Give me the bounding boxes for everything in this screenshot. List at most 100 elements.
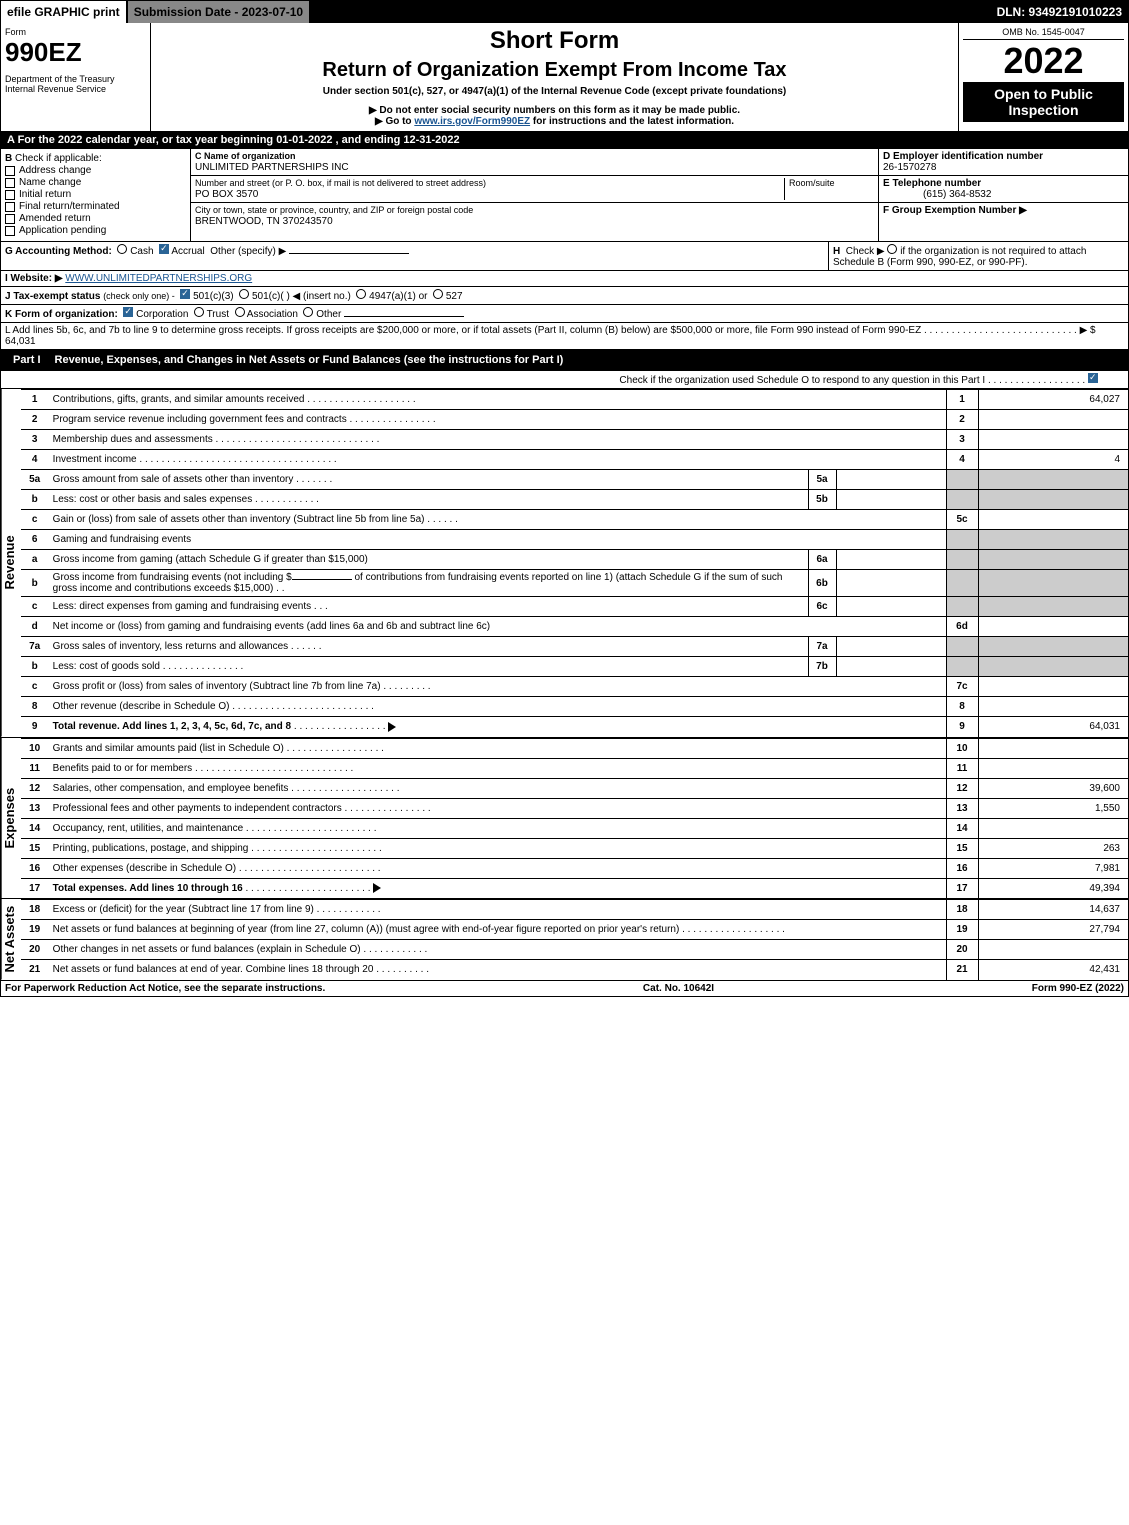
f-label: F Group Exemption Number ▶ <box>883 205 1027 216</box>
line-14-num: 14 <box>21 818 49 838</box>
application-pending-checkbox[interactable] <box>5 226 15 236</box>
line-5c-val <box>978 510 1128 530</box>
section-a: A For the 2022 calendar year, or tax yea… <box>1 132 1128 148</box>
line-5b-desc: Less: cost or other basis and sales expe… <box>53 494 253 505</box>
527-radio[interactable] <box>433 289 443 299</box>
line-17-desc: Total expenses. Add lines 10 through 16 <box>53 883 243 894</box>
line-7b-ival <box>836 657 946 677</box>
line-21-rnum: 21 <box>946 960 978 980</box>
section-b: B Check if applicable: Address change Na… <box>1 149 191 241</box>
line-13-val: 1,550 <box>978 798 1128 818</box>
room-label: Room/suite <box>789 178 835 188</box>
other-org-radio[interactable] <box>303 307 313 317</box>
line-11-desc: Benefits paid to or for members <box>53 763 193 774</box>
initial-return-label: Initial return <box>19 189 71 200</box>
part-i-label: Part I <box>7 352 47 368</box>
line-15-rnum: 15 <box>946 838 978 858</box>
line-3-val <box>978 430 1128 450</box>
4947-radio[interactable] <box>356 289 366 299</box>
website-link[interactable]: WWW.UNLIMITEDPARTNERSHIPS.ORG <box>65 273 252 284</box>
b-label: B <box>5 153 12 164</box>
name-change-label: Name change <box>19 177 81 188</box>
schedule-o-checkbox[interactable] <box>1088 373 1098 383</box>
trust-radio[interactable] <box>194 307 204 317</box>
line-5a-shaded <box>946 470 978 490</box>
netassets-section: Net Assets 18Excess or (deficit) for the… <box>1 898 1128 980</box>
line-8-rnum: 8 <box>946 697 978 717</box>
association-radio[interactable] <box>235 307 245 317</box>
line-6a-ival <box>836 550 946 570</box>
final-return-checkbox[interactable] <box>5 202 15 212</box>
expenses-section: Expenses 10Grants and similar amounts pa… <box>1 737 1128 899</box>
line-15-val: 263 <box>978 838 1128 858</box>
line-21-desc: Net assets or fund balances at end of ye… <box>53 964 374 975</box>
line-6d-num: d <box>21 617 49 637</box>
501c3-checkbox[interactable] <box>180 289 190 299</box>
corporation-checkbox[interactable] <box>123 307 133 317</box>
cash-radio[interactable] <box>117 244 127 254</box>
line-18-desc: Excess or (deficit) for the year (Subtra… <box>53 904 314 915</box>
submission-date: Submission Date - 2023-07-10 <box>128 1 309 23</box>
line-6c-ival <box>836 597 946 617</box>
phone-value: (615) 364-8532 <box>883 189 991 200</box>
netassets-table: 18 Excess or (deficit) for the year (Subt… <box>21 899 1128 980</box>
line-16-num: 16 <box>21 858 49 878</box>
top-bar: efile GRAPHIC print Submission Date - 20… <box>1 1 1128 23</box>
open-public: Open to Public Inspection <box>963 82 1124 122</box>
501c-radio[interactable] <box>239 289 249 299</box>
header-left: Form 990EZ Department of the Treasury In… <box>1 23 151 131</box>
line-9-val: 64,031 <box>978 717 1128 737</box>
address-change-checkbox[interactable] <box>5 166 15 176</box>
city-value: BRENTWOOD, TN 370243570 <box>195 216 333 227</box>
amended-return-checkbox[interactable] <box>5 214 15 224</box>
short-form-title: Short Form <box>159 27 950 55</box>
k-label: K Form of organization: <box>5 309 118 320</box>
line-7a-desc: Gross sales of inventory, less returns a… <box>53 641 288 652</box>
line-6a-num: a <box>21 550 49 570</box>
page-footer: For Paperwork Reduction Act Notice, see … <box>1 980 1128 996</box>
irs-link[interactable]: www.irs.gov/Form990EZ <box>414 116 530 127</box>
line-4-num: 4 <box>21 450 49 470</box>
name-change-checkbox[interactable] <box>5 178 15 188</box>
line-4-desc: Investment income <box>53 454 137 465</box>
line-16-desc: Other expenses (describe in Schedule O) <box>53 863 236 874</box>
goto-prefix: ▶ Go to <box>375 116 414 127</box>
check-if: Check if applicable: <box>15 153 102 164</box>
line-6c-desc: Less: direct expenses from gaming and fu… <box>53 601 311 612</box>
org-info-row: B Check if applicable: Address change Na… <box>1 148 1128 241</box>
line-8-num: 8 <box>21 697 49 717</box>
line-5b-shaded2 <box>978 490 1128 510</box>
line-18-rnum: 18 <box>946 900 978 920</box>
dln: DLN: 93492191010223 <box>991 1 1128 23</box>
e-label: E Telephone number <box>883 178 981 189</box>
h-radio[interactable] <box>887 244 897 254</box>
line-6d-rnum: 6d <box>946 617 978 637</box>
accrual-label: Accrual <box>171 246 204 257</box>
revenue-section: Revenue 1Contributions, gifts, grants, a… <box>1 389 1128 737</box>
initial-return-checkbox[interactable] <box>5 190 15 200</box>
line-10-val <box>978 738 1128 758</box>
line-7b-num: b <box>21 657 49 677</box>
h-label: H <box>833 246 840 257</box>
other-label: Other (specify) ▶ <box>210 246 286 257</box>
line-7a-num: 7a <box>21 637 49 657</box>
line-6a-inum: 6a <box>808 550 836 570</box>
line-6-shaded <box>946 530 978 550</box>
g-h-row: G Accounting Method: Cash Accrual Other … <box>1 241 1128 270</box>
line-6c-num: c <box>21 597 49 617</box>
line-6c-inum: 6c <box>808 597 836 617</box>
expenses-label: Expenses <box>1 738 21 899</box>
line-5b-ival <box>836 490 946 510</box>
d-label: D Employer identification number <box>883 151 1043 162</box>
accrual-checkbox[interactable] <box>159 244 169 254</box>
spacer <box>309 1 990 23</box>
line-6b-desc1: Gross income from fundraising events (no… <box>53 572 292 583</box>
line-10-num: 10 <box>21 738 49 758</box>
j-label: J Tax-exempt status <box>5 291 100 302</box>
form-header: Form 990EZ Department of the Treasury In… <box>1 23 1128 132</box>
line-21-val: 42,431 <box>978 960 1128 980</box>
part-i-check-text: Check if the organization used Schedule … <box>619 375 985 386</box>
i-label: I Website: ▶ <box>5 273 63 284</box>
line-7a-shaded <box>946 637 978 657</box>
revenue-label: Revenue <box>1 389 21 737</box>
